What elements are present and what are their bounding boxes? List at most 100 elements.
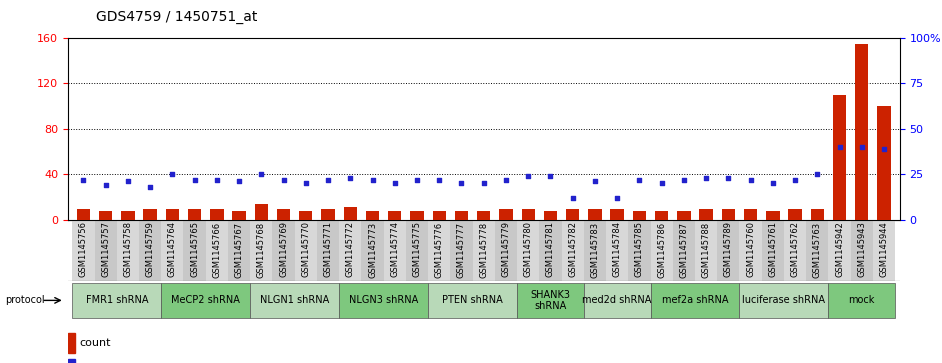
Bar (365, 211, 380, 220)
Point (699, 175, 714, 181)
Point (76, 177, 91, 183)
Bar (788, 209, 802, 220)
Bar (68, 333, 74, 353)
Bar (700, 209, 713, 220)
Text: PTEN shRNA: PTEN shRNA (442, 295, 503, 305)
Bar (68, 359, 74, 363)
Text: GSM1145762: GSM1145762 (790, 221, 800, 277)
Bar (544, 211, 557, 220)
Bar (499, 209, 512, 220)
Point (365, 177, 380, 183)
Text: GSM1145781: GSM1145781 (546, 221, 555, 277)
Point (343, 175, 358, 181)
FancyBboxPatch shape (828, 283, 895, 318)
Text: GSM1145788: GSM1145788 (702, 221, 710, 278)
Text: GSM1145773: GSM1145773 (368, 221, 377, 278)
Bar (166, 209, 179, 220)
Point (165, 171, 180, 177)
Point (721, 175, 736, 181)
Point (454, 180, 469, 186)
Text: GSM1145942: GSM1145942 (835, 221, 844, 277)
Text: GSM1145758: GSM1145758 (123, 221, 133, 277)
FancyBboxPatch shape (428, 283, 517, 318)
Point (320, 177, 335, 183)
Point (187, 177, 203, 183)
Bar (210, 209, 223, 220)
Bar (477, 211, 491, 220)
Bar (877, 106, 891, 220)
Text: GSM1145783: GSM1145783 (591, 221, 599, 278)
Text: GSM1145763: GSM1145763 (813, 221, 821, 278)
Bar (122, 211, 135, 220)
Bar (187, 209, 202, 220)
Point (498, 177, 513, 183)
Point (209, 177, 224, 183)
Bar (143, 209, 156, 220)
Point (431, 177, 447, 183)
Bar (205, 220, 228, 281)
Text: GSM1145765: GSM1145765 (190, 221, 199, 277)
Point (142, 184, 157, 190)
Text: med2d shRNA: med2d shRNA (582, 295, 652, 305)
Bar (184, 220, 205, 281)
Text: GSM1145764: GSM1145764 (168, 221, 177, 277)
Bar (739, 220, 762, 281)
Bar (411, 211, 424, 220)
Text: GSM1145774: GSM1145774 (390, 221, 399, 277)
Bar (99, 211, 112, 220)
Bar (473, 220, 495, 281)
Text: GSM1145780: GSM1145780 (524, 221, 532, 277)
Point (810, 171, 825, 177)
Bar (606, 220, 628, 281)
Bar (717, 220, 739, 281)
Point (854, 144, 869, 150)
Bar (633, 211, 646, 220)
Point (299, 180, 314, 186)
Text: count: count (79, 338, 110, 348)
Bar (806, 220, 828, 281)
Text: GSM1145766: GSM1145766 (212, 221, 221, 278)
Bar (344, 207, 357, 220)
Bar (272, 220, 295, 281)
Bar (76, 209, 90, 220)
Bar (339, 220, 362, 281)
FancyBboxPatch shape (517, 283, 584, 318)
Bar (811, 209, 824, 220)
Text: protocol: protocol (5, 295, 44, 305)
FancyBboxPatch shape (339, 283, 428, 318)
Text: GSM1145944: GSM1145944 (880, 221, 888, 277)
FancyBboxPatch shape (739, 283, 828, 318)
Text: GSM1145776: GSM1145776 (435, 221, 444, 278)
Point (743, 177, 758, 183)
Text: SHANK3
shRNA: SHANK3 shRNA (530, 290, 571, 311)
Bar (300, 211, 313, 220)
Text: NLGN1 shRNA: NLGN1 shRNA (260, 295, 330, 305)
Text: GSM1145943: GSM1145943 (857, 221, 867, 277)
Point (609, 195, 625, 201)
Bar (406, 220, 428, 281)
Point (588, 179, 603, 184)
Text: GSM1145757: GSM1145757 (101, 221, 110, 277)
Text: GSM1145772: GSM1145772 (346, 221, 355, 277)
Bar (722, 209, 735, 220)
FancyBboxPatch shape (651, 283, 739, 318)
FancyBboxPatch shape (584, 283, 651, 318)
Point (98, 182, 113, 188)
Point (232, 179, 247, 184)
Bar (677, 211, 690, 220)
Bar (873, 220, 895, 281)
Bar (762, 220, 784, 281)
Text: GSM1145778: GSM1145778 (479, 221, 488, 278)
Text: GSM1145761: GSM1145761 (769, 221, 777, 277)
Text: GSM1145789: GSM1145789 (723, 221, 733, 277)
Bar (588, 209, 602, 220)
Point (410, 177, 425, 183)
Text: mef2a shRNA: mef2a shRNA (661, 295, 728, 305)
Bar (251, 220, 272, 281)
Bar (651, 220, 673, 281)
Text: GSM1145775: GSM1145775 (413, 221, 421, 277)
Point (387, 180, 402, 186)
Point (676, 177, 691, 183)
Text: GSM1145782: GSM1145782 (568, 221, 577, 277)
Point (543, 173, 558, 179)
